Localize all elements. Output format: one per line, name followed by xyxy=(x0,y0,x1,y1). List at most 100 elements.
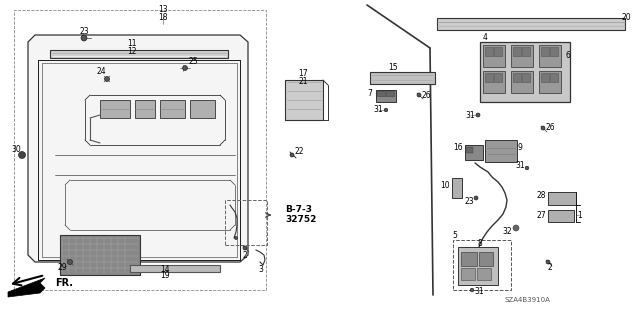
Bar xyxy=(550,73,558,82)
Bar xyxy=(285,80,323,120)
Text: 15: 15 xyxy=(388,63,398,72)
Circle shape xyxy=(470,288,474,292)
Text: 2: 2 xyxy=(243,250,248,259)
Bar xyxy=(190,100,215,118)
Text: SZA4B3910A: SZA4B3910A xyxy=(504,297,550,303)
Circle shape xyxy=(546,260,550,264)
Bar xyxy=(480,42,570,102)
Text: 23: 23 xyxy=(79,27,89,36)
Circle shape xyxy=(384,108,388,112)
Bar xyxy=(386,91,394,96)
Bar xyxy=(539,45,561,67)
Bar xyxy=(452,178,462,198)
Bar xyxy=(494,47,502,56)
Bar xyxy=(550,47,558,56)
Text: 31: 31 xyxy=(465,110,475,120)
Bar xyxy=(483,45,505,67)
Bar xyxy=(437,18,625,30)
Bar xyxy=(14,10,266,290)
Text: 2: 2 xyxy=(548,263,552,272)
Text: 18: 18 xyxy=(158,12,168,21)
Bar xyxy=(377,91,385,96)
Circle shape xyxy=(417,93,421,97)
Circle shape xyxy=(513,225,519,231)
Text: 7: 7 xyxy=(367,90,372,99)
Text: 1: 1 xyxy=(578,211,582,219)
Bar xyxy=(376,90,396,102)
Text: 10: 10 xyxy=(440,181,450,189)
Text: 29: 29 xyxy=(57,263,67,272)
Bar xyxy=(485,140,517,162)
Text: 13: 13 xyxy=(158,5,168,14)
Text: 32752: 32752 xyxy=(285,216,316,225)
Bar xyxy=(130,265,220,272)
Text: 25: 25 xyxy=(188,57,198,66)
Text: B-7-3: B-7-3 xyxy=(285,205,312,214)
Circle shape xyxy=(182,65,188,70)
Text: 5: 5 xyxy=(452,231,458,240)
Bar xyxy=(135,100,155,118)
Bar xyxy=(511,45,533,67)
Circle shape xyxy=(243,246,247,250)
Text: 31: 31 xyxy=(373,106,383,115)
Text: 12: 12 xyxy=(127,47,137,56)
Circle shape xyxy=(541,126,545,130)
Bar xyxy=(485,73,493,82)
Bar xyxy=(160,100,185,118)
Text: 14: 14 xyxy=(160,264,170,273)
Polygon shape xyxy=(8,278,45,297)
Circle shape xyxy=(234,236,237,240)
Circle shape xyxy=(81,35,87,41)
Circle shape xyxy=(67,259,72,264)
Bar xyxy=(461,252,477,266)
Bar xyxy=(100,100,130,118)
Bar xyxy=(479,252,493,266)
Text: 31: 31 xyxy=(474,287,484,296)
Bar xyxy=(548,210,574,222)
Bar xyxy=(541,47,549,56)
Text: 22: 22 xyxy=(294,147,304,157)
Text: 28: 28 xyxy=(536,191,546,201)
Text: 27: 27 xyxy=(536,211,546,219)
Text: 32: 32 xyxy=(502,227,512,236)
Text: 17: 17 xyxy=(298,70,308,78)
Bar xyxy=(494,73,502,82)
Bar xyxy=(485,47,493,56)
Text: 24: 24 xyxy=(96,68,106,77)
Text: 6: 6 xyxy=(566,50,570,60)
Text: 21: 21 xyxy=(298,77,308,85)
Bar xyxy=(513,73,521,82)
Circle shape xyxy=(104,77,109,81)
Text: 16: 16 xyxy=(453,143,463,152)
Text: 9: 9 xyxy=(518,143,522,152)
Bar xyxy=(225,200,267,245)
Text: 3: 3 xyxy=(259,265,264,275)
Bar xyxy=(513,47,521,56)
Text: 8: 8 xyxy=(477,239,483,248)
Text: 23: 23 xyxy=(464,197,474,206)
Bar xyxy=(370,72,435,84)
Bar xyxy=(60,235,140,275)
Bar xyxy=(522,47,530,56)
Bar xyxy=(541,73,549,82)
Bar xyxy=(465,145,483,160)
Bar xyxy=(461,268,475,280)
Text: 26: 26 xyxy=(421,91,431,100)
Bar xyxy=(511,71,533,93)
Circle shape xyxy=(476,113,480,117)
Bar xyxy=(453,240,511,290)
Bar xyxy=(548,192,576,205)
Text: 31: 31 xyxy=(515,160,525,169)
Text: FR.: FR. xyxy=(55,278,73,288)
Text: 11: 11 xyxy=(127,40,137,48)
Text: 20: 20 xyxy=(622,13,632,23)
Circle shape xyxy=(19,152,26,159)
Circle shape xyxy=(525,166,529,170)
Text: 26: 26 xyxy=(545,123,555,132)
Circle shape xyxy=(474,196,478,200)
Circle shape xyxy=(290,153,294,157)
Bar xyxy=(539,71,561,93)
Bar xyxy=(466,147,473,153)
Bar xyxy=(483,71,505,93)
Bar xyxy=(477,268,491,280)
